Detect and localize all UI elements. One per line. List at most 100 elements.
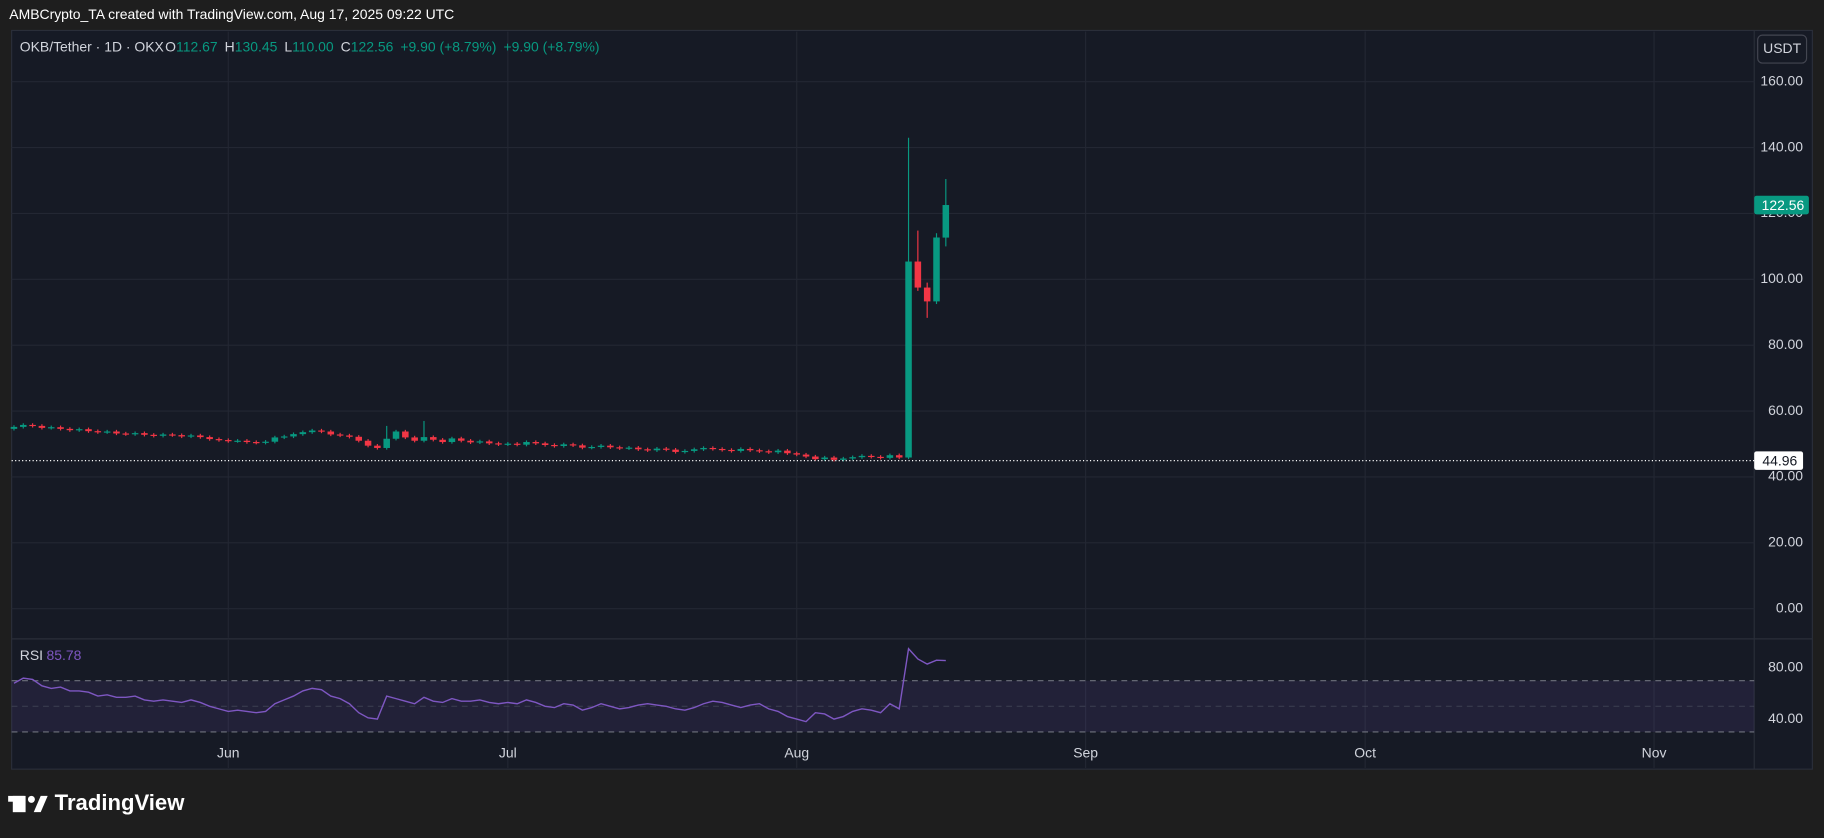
- candle-body: [411, 437, 418, 441]
- candle-body: [336, 434, 344, 436]
- candle-body: [467, 440, 474, 443]
- candle-body: [94, 431, 102, 433]
- candle-body: [672, 449, 679, 452]
- candle-body: [858, 455, 866, 458]
- ohlc-l: 110.00: [292, 39, 334, 55]
- candle-body: [653, 448, 661, 451]
- ohlc-o-label: O: [165, 39, 176, 55]
- candle-body: [439, 439, 446, 443]
- x-tick-label: Sep: [1073, 745, 1098, 761]
- candle-body: [663, 448, 670, 450]
- candle-body: [252, 442, 260, 444]
- candle-body: [709, 447, 717, 450]
- ohlc-h-label: H: [225, 39, 235, 55]
- rsi-line: [13, 647, 946, 723]
- candle-body: [569, 444, 577, 446]
- candle-body: [299, 432, 307, 435]
- candle-body: [774, 450, 782, 453]
- hline-label: 44.96: [1762, 452, 1797, 468]
- candle-body: [187, 435, 195, 437]
- y-tick-label: 160.00: [1760, 72, 1803, 88]
- y-tick-label: 100.00: [1760, 270, 1803, 286]
- candle-body: [355, 436, 363, 441]
- grid: [11, 31, 1755, 768]
- last-price-box: [1754, 195, 1809, 215]
- candle-body: [225, 440, 232, 442]
- candle-body: [784, 450, 791, 454]
- x-tick-label: Nov: [1642, 745, 1667, 761]
- currency-box[interactable]: [1757, 34, 1808, 64]
- candle-body: [793, 453, 800, 455]
- currency[interactable]: USDT: [1763, 40, 1801, 56]
- candle-body: [57, 427, 64, 429]
- candle-body: [392, 431, 400, 439]
- candle-body: [178, 435, 185, 437]
- x-tick-label: Oct: [1354, 745, 1376, 761]
- candle-body: [346, 435, 353, 437]
- candle-body: [895, 455, 903, 458]
- candle-body: [448, 438, 456, 443]
- candle-body: [485, 441, 493, 444]
- rsi-tick-label: 40.00: [1768, 710, 1803, 726]
- candle-body: [942, 205, 950, 238]
- candle-body: [103, 431, 111, 433]
- candle-body: [290, 434, 297, 437]
- candle-body: [271, 437, 279, 442]
- rsi-name: RSI: [20, 647, 43, 663]
- candle-body: [840, 458, 847, 460]
- candle-body: [933, 237, 940, 302]
- candle-body: [457, 438, 465, 441]
- candle-body: [877, 456, 884, 459]
- chart-frame: [11, 29, 1813, 770]
- candle-body: [746, 448, 754, 451]
- candle-body: [159, 434, 167, 436]
- candle-body: [364, 440, 372, 446]
- x-tick-label: Aug: [784, 745, 809, 761]
- y-tick-label: 20.00: [1768, 534, 1803, 550]
- last-price-label: 122.56: [1762, 197, 1805, 213]
- candle-body: [430, 437, 437, 440]
- candle-body: [327, 431, 335, 435]
- candle-body: [560, 444, 568, 446]
- candle-body: [607, 445, 614, 448]
- candle-body: [206, 437, 213, 440]
- candle-body: [169, 434, 176, 436]
- candle-body: [821, 457, 828, 460]
- ohlc-legend: O 112.67 H 130.45 L 110.00 C 122.56 +9.90 (+8.79…: [165, 39, 599, 55]
- candle-body: [737, 448, 745, 451]
- candle-body: [10, 426, 18, 429]
- candle-body: [150, 434, 158, 436]
- candle-body: [38, 425, 46, 428]
- candle-body: [886, 455, 894, 458]
- candle-body: [504, 443, 512, 445]
- brand-logo: [8, 795, 48, 813]
- candle-body: [122, 433, 130, 435]
- candle-body: [262, 441, 269, 443]
- y-tick-label: 40.00: [1768, 468, 1803, 484]
- candle-body: [47, 427, 55, 429]
- candle-body: [812, 456, 819, 460]
- candle-body: [402, 431, 409, 438]
- candle-body: [718, 448, 726, 451]
- ohlc-c-label: C: [341, 39, 351, 55]
- candle-body: [802, 454, 810, 457]
- candle-body: [756, 450, 763, 452]
- ohlc-l-label: L: [284, 39, 292, 55]
- candle-body: [420, 437, 428, 441]
- candle-body: [113, 431, 120, 434]
- candle-body: [579, 445, 586, 448]
- marks: [10, 137, 1755, 723]
- ohlc-o: 112.67: [176, 39, 218, 55]
- x-tick-label: Jun: [217, 745, 239, 761]
- candle-body: [830, 457, 838, 460]
- ohlc-change: +9.90 (+8.79%): [400, 39, 496, 55]
- candle-body: [513, 443, 521, 445]
- candle-body: [914, 261, 922, 288]
- candle-body: [318, 430, 325, 432]
- candle-body: [765, 451, 773, 453]
- candle-body: [29, 424, 36, 427]
- candle-body: [700, 447, 707, 450]
- candle-body: [280, 436, 288, 438]
